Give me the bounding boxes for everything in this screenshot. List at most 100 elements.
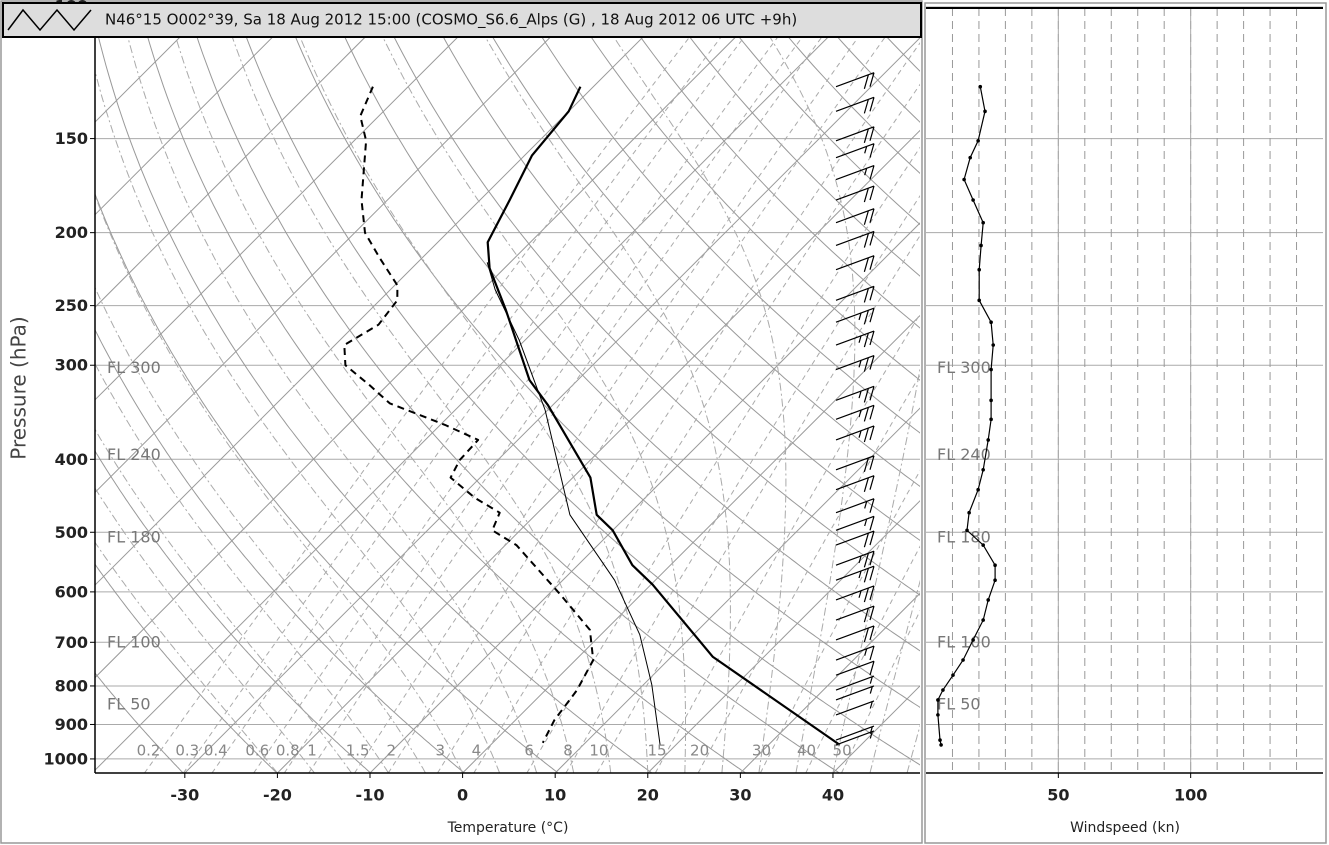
wind-barb bbox=[835, 330, 875, 348]
dry-adiabat bbox=[570, 6, 920, 381]
isotherm bbox=[184, 37, 920, 773]
wind-speed-point bbox=[951, 673, 955, 677]
dry-adiabat bbox=[95, 20, 653, 773]
wind-barb bbox=[835, 700, 875, 716]
wind-barb bbox=[835, 645, 875, 661]
mixing-ratio-line bbox=[283, 6, 826, 773]
mixing-ratio-label: 30 bbox=[752, 741, 771, 759]
moist-adiabat bbox=[287, 6, 649, 773]
y-tick-label: 400 bbox=[55, 450, 88, 469]
x-axis-title: Temperature (°C) bbox=[447, 820, 569, 836]
flight-level-label: FL 50 bbox=[107, 695, 151, 714]
header: N46°15 O002°39, Sa 18 Aug 2012 15:00 (CO… bbox=[2, 2, 922, 38]
dry-adiabat bbox=[282, 6, 920, 708]
mixing-ratio-label: 0.3 bbox=[175, 741, 199, 759]
flight-level-label: FL 100 bbox=[107, 632, 161, 651]
moist-adiabat bbox=[95, 69, 501, 773]
mixing-ratio-line bbox=[596, 234, 920, 773]
flight-level-label: FL 300 bbox=[937, 358, 991, 377]
y-tick-label: 300 bbox=[55, 356, 88, 375]
moist-adiabat bbox=[95, 428, 352, 773]
wind-speed-point bbox=[941, 688, 945, 692]
mixing-ratio-line bbox=[387, 6, 908, 773]
mixing-ratio-line bbox=[253, 6, 802, 773]
wind-barb bbox=[835, 208, 875, 225]
wind-speed-point bbox=[986, 438, 990, 442]
wind-speed-point bbox=[981, 543, 985, 547]
wind-speed-point bbox=[989, 320, 993, 324]
flight-level-label: FL 300 bbox=[107, 358, 161, 377]
dry-adiabat bbox=[234, 6, 920, 766]
wind-background bbox=[926, 6, 1323, 773]
dry-adiabat bbox=[618, 6, 920, 329]
mixing-ratio-label: 3 bbox=[435, 741, 445, 759]
wind-barb bbox=[835, 404, 875, 422]
mixing-ratio-label: 2 bbox=[386, 741, 396, 759]
dry-adiabat bbox=[95, 328, 465, 773]
wind-speed-point bbox=[961, 658, 965, 662]
moist-adiabat bbox=[593, 6, 787, 773]
wind-barb bbox=[835, 550, 875, 568]
mixing-ratio-label: 8 bbox=[563, 741, 573, 759]
isotherm bbox=[277, 129, 920, 773]
moist-adiabat bbox=[95, 487, 315, 773]
mixing-ratio-label: 0.6 bbox=[245, 741, 269, 759]
main-background bbox=[95, 6, 920, 773]
wind-speed-point bbox=[991, 343, 996, 347]
isotherm bbox=[95, 6, 305, 216]
x-tick-label: 20 bbox=[637, 786, 659, 805]
wind-speed-point bbox=[936, 698, 940, 702]
flight-level-label: FL 240 bbox=[107, 445, 161, 464]
x-tick-label: 10 bbox=[544, 786, 566, 805]
mixing-ratio-line bbox=[473, 83, 920, 773]
wind-barb bbox=[835, 455, 875, 472]
wind-barb bbox=[835, 185, 875, 203]
mixing-ratio-line bbox=[144, 6, 714, 773]
y-tick-label: 1000 bbox=[43, 749, 88, 768]
y-tick-label: 600 bbox=[55, 582, 88, 601]
wind-speed-point bbox=[967, 510, 971, 515]
isotherm bbox=[740, 592, 920, 773]
wind-barb bbox=[835, 530, 875, 548]
wind-speed-point bbox=[989, 398, 993, 403]
wind-barb bbox=[835, 355, 875, 372]
y-tick-label: 500 bbox=[55, 523, 88, 542]
moist-adiabat bbox=[221, 6, 612, 773]
x-tick-label: -30 bbox=[170, 786, 199, 805]
wind-speed-point bbox=[989, 417, 993, 422]
wind-speed-point bbox=[962, 177, 966, 182]
header-icon bbox=[7, 8, 92, 32]
x-tick-label: -10 bbox=[356, 786, 385, 805]
wind-barb bbox=[835, 675, 875, 691]
y-tick-label: 700 bbox=[55, 633, 88, 652]
wind-barb bbox=[835, 730, 875, 746]
wind-barb bbox=[835, 625, 875, 643]
header-box bbox=[2, 2, 922, 38]
x-tick-label: 100 bbox=[1174, 786, 1207, 805]
moist-adiabat bbox=[832, 6, 920, 773]
dry-adiabat bbox=[95, 192, 559, 773]
mixing-ratio-label: 6 bbox=[524, 741, 534, 759]
wind-barb bbox=[835, 660, 875, 676]
wind-axis-title: Windspeed (kn) bbox=[1070, 820, 1180, 836]
y-axis-title: Pressure (hPa) bbox=[7, 316, 31, 459]
dry-adiabat bbox=[522, 6, 920, 434]
moist-adiabat bbox=[95, 193, 464, 773]
x-tick-label: 50 bbox=[1047, 786, 1069, 805]
moist-adiabat bbox=[869, 579, 920, 773]
y-tick-label: 900 bbox=[55, 715, 88, 734]
mixing-ratio-label: 15 bbox=[647, 741, 666, 759]
wind-barb bbox=[835, 285, 875, 303]
wind-barb bbox=[835, 126, 875, 143]
mixing-ratio-line bbox=[211, 6, 768, 773]
y-tick-label: 200 bbox=[55, 223, 88, 242]
wind-speed-point bbox=[971, 638, 975, 642]
wind-barb bbox=[835, 585, 875, 603]
mixing-ratio-label: 0.4 bbox=[204, 741, 228, 759]
flight-level-label: FL 180 bbox=[107, 528, 161, 547]
wind-foreground: 50 100 FL 300 FL 240 FL 180 FL 100 FL 50 bbox=[936, 84, 1207, 805]
moist-adiabat bbox=[119, 6, 538, 773]
mixing-ratio-label: 4 bbox=[472, 741, 482, 759]
wind-speed-point bbox=[977, 267, 981, 272]
